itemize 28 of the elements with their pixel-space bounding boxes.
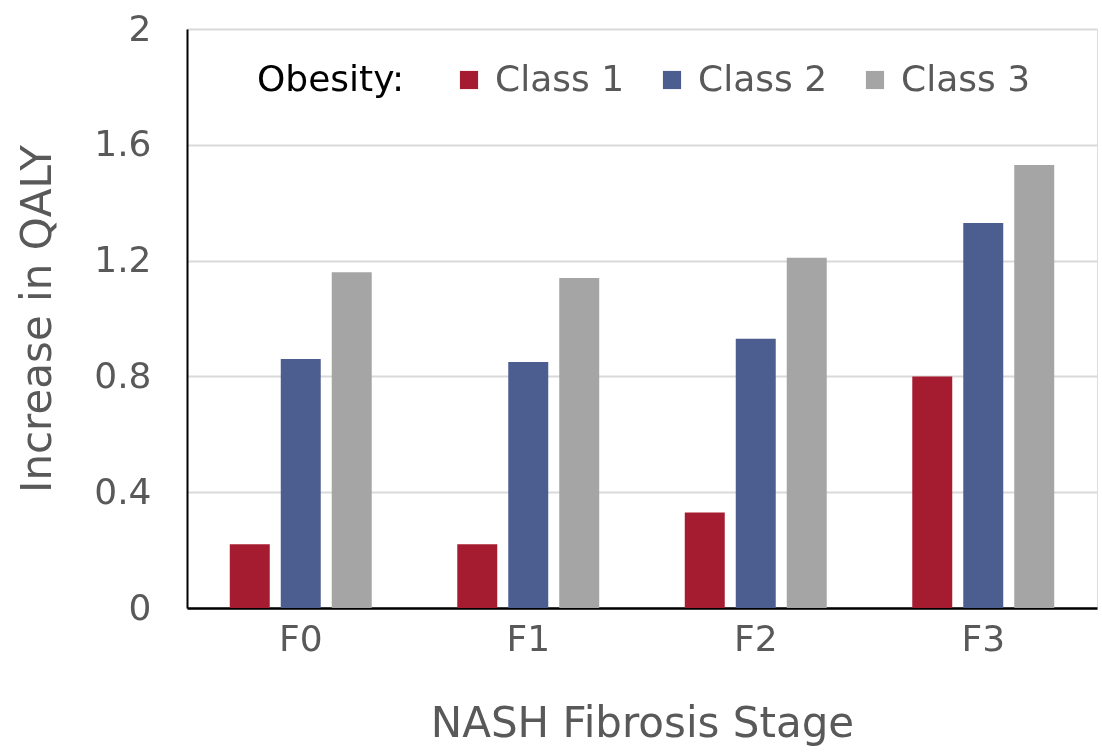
x-axis-title: NASH Fibrosis Stage <box>430 697 855 747</box>
y-axis-title: Increase in QALY <box>12 144 62 493</box>
legend-label: Class 1 <box>495 58 625 99</box>
bar <box>1014 165 1055 608</box>
legend-label: Class 2 <box>698 58 828 99</box>
bar <box>912 376 953 608</box>
y-tick-label: 1.2 <box>94 239 152 281</box>
bar <box>331 272 372 608</box>
y-tick-label: 1.6 <box>94 123 152 165</box>
bar <box>786 257 827 608</box>
bar <box>457 544 498 608</box>
legend-title: Obesity: <box>257 58 405 99</box>
bar <box>559 277 600 608</box>
y-tick-label: 2 <box>128 7 152 49</box>
y-tick-label: 0.8 <box>94 354 152 396</box>
x-tick-label: F3 <box>961 617 1006 659</box>
bar <box>508 361 549 608</box>
y-tick-label: 0 <box>128 586 152 628</box>
bar <box>280 359 321 608</box>
y-tick-label: 0.4 <box>94 470 152 512</box>
bar <box>229 544 270 608</box>
x-tick-label: F2 <box>733 617 778 659</box>
x-tick-label: F0 <box>278 617 323 659</box>
legend-label: Class 3 <box>901 58 1031 99</box>
bar <box>735 338 776 608</box>
bar <box>963 222 1004 608</box>
bar <box>684 512 725 608</box>
x-tick-label: F1 <box>506 617 551 659</box>
